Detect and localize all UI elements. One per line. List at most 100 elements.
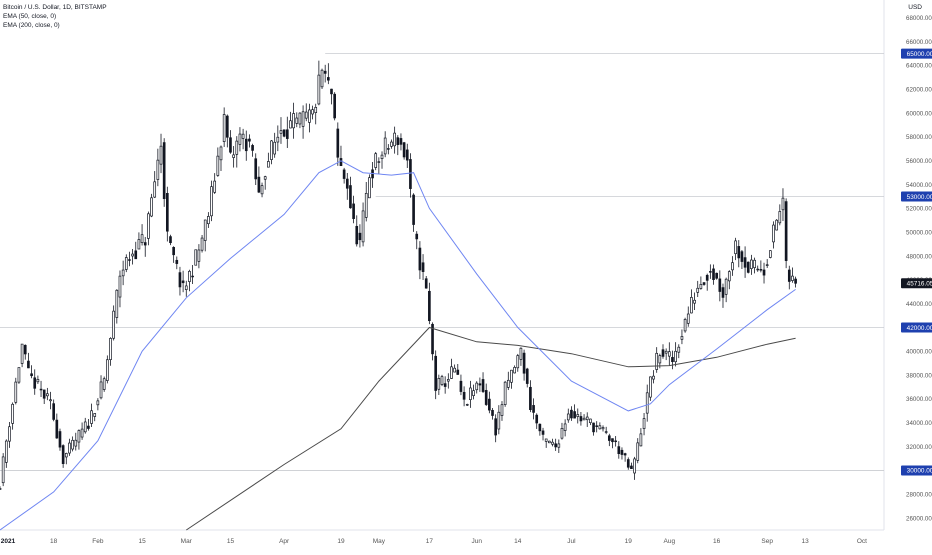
candle-body (393, 132, 396, 147)
candle-body (222, 114, 226, 142)
candle-body (582, 417, 586, 421)
candle-body (251, 145, 254, 151)
legend-ema50[interactable]: EMA (50, close, 0) (3, 13, 57, 20)
candle-body (781, 197, 785, 211)
x-tick-label: 15 (227, 538, 235, 545)
candle-body (380, 154, 384, 159)
candle-body (71, 439, 74, 450)
candle-body (99, 381, 103, 399)
candle-body (270, 140, 273, 160)
candle-body (23, 344, 27, 355)
candle-body (323, 70, 327, 74)
symbol-title[interactable]: Bitcoin / U.S. Dollar, 1D, BITSTAMP (3, 4, 107, 11)
candle-body (620, 449, 624, 455)
candle-body (386, 148, 390, 150)
candle-body (595, 425, 599, 427)
candle-body (11, 403, 14, 424)
candle-body (390, 141, 393, 147)
candle-body (1, 456, 5, 484)
candle-body (734, 240, 737, 255)
candle-body (383, 137, 387, 155)
candle-body (705, 274, 709, 281)
candle-body (787, 269, 791, 282)
candle-body (17, 367, 21, 383)
candle-body (197, 249, 201, 262)
candle-body (295, 117, 299, 124)
candle-body (254, 158, 258, 180)
candle-body (579, 416, 583, 422)
candle-body (639, 433, 643, 447)
candle-body (358, 232, 362, 241)
candle-body (737, 246, 741, 259)
candle-body (415, 233, 419, 240)
candle-body (617, 446, 621, 455)
candle-body (791, 275, 794, 281)
candle-body (718, 278, 722, 292)
candle-body (642, 418, 646, 429)
candle-body (434, 355, 438, 391)
candle-body (794, 278, 797, 284)
candle-body (46, 393, 49, 397)
candle-body (529, 386, 532, 411)
candle-body (399, 138, 403, 145)
candle-body (175, 259, 179, 264)
candle-body (709, 271, 712, 273)
x-tick-label: Sep (761, 538, 773, 545)
candle-body (191, 275, 194, 278)
candle-body (263, 176, 267, 180)
candle-body (345, 178, 349, 189)
candle-body (428, 290, 431, 322)
candle-body (554, 443, 557, 448)
y-tick-label: 64000.00 (906, 63, 932, 70)
candle-body (614, 440, 617, 443)
candle-body (484, 390, 488, 405)
candle-body (121, 269, 125, 277)
candle-body (109, 338, 112, 360)
x-tick-label: 18 (50, 538, 58, 545)
candle-body (472, 390, 475, 396)
chart-legend: Bitcoin / U.S. Dollar, 1D, BITSTAMP EMA … (3, 3, 107, 30)
candle-body (147, 213, 150, 239)
level-badge-label: 42000.00 (907, 325, 932, 332)
candle-body (661, 349, 665, 357)
candle-body (475, 382, 479, 391)
legend-ema200[interactable]: EMA (200, close, 0) (3, 22, 60, 29)
candle-body (462, 391, 466, 400)
candle-body (172, 247, 175, 256)
candle-body (494, 418, 498, 436)
x-tick-label: Jun (471, 538, 482, 545)
candle-body (469, 387, 472, 400)
y-tick-label: 40000.00 (906, 349, 932, 356)
y-tick-label: 58000.00 (906, 134, 932, 141)
candle-body (778, 211, 782, 224)
candle-body (519, 347, 523, 360)
candle-body (162, 142, 166, 199)
last-price-badge (901, 278, 932, 289)
candle-body (241, 133, 245, 139)
candle-body (68, 442, 71, 454)
candle-body (563, 423, 567, 431)
candle-body (260, 185, 264, 195)
candle-body (355, 225, 359, 245)
y-tick-label: 36000.00 (906, 396, 932, 403)
candle-body (314, 107, 318, 114)
candle-body (150, 197, 153, 217)
ema50-line (0, 160, 796, 531)
candle-body (412, 194, 415, 225)
candle-body (667, 351, 671, 357)
candle-body (61, 445, 65, 464)
candle-body (611, 438, 614, 443)
y-tick-label: 44000.00 (906, 301, 932, 308)
candle-body (699, 284, 703, 289)
level-badge-label: 30000.00 (907, 468, 932, 475)
candle-body (131, 253, 134, 257)
candle-body (630, 465, 633, 470)
x-tick-label: Aug (664, 538, 676, 545)
x-tick-label: 17 (426, 538, 434, 545)
candle-body (535, 414, 539, 424)
candle-body (690, 297, 693, 314)
x-tick-label: 13 (801, 538, 809, 545)
candle-body (532, 405, 535, 413)
